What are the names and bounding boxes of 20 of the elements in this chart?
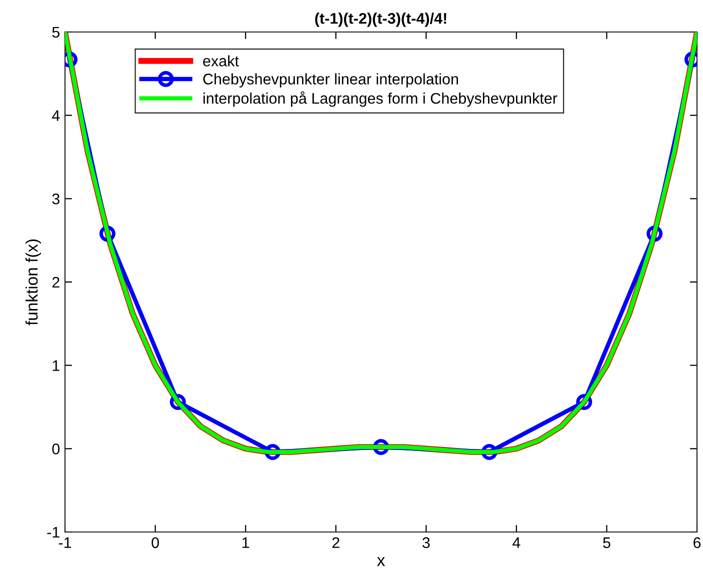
x-tick-label: 1 — [242, 537, 250, 548]
y-tick-label: -1 — [47, 527, 60, 538]
y-tick-label: 5 — [52, 27, 60, 38]
y-tick-label: 3 — [52, 194, 60, 204]
y-tick-label: 2 — [52, 276, 60, 288]
x-tick-label: 5 — [603, 537, 610, 548]
x-tick-label: 4 — [512, 537, 520, 548]
y-tick-label: 4 — [52, 110, 60, 121]
x-tick-label: 6 — [694, 537, 701, 548]
legend-label: exakt — [203, 55, 239, 66]
legend-label: interpolation på Lagranges form i Chebyshevpunkter — [203, 91, 558, 107]
y-tick-label: 0 — [52, 444, 60, 454]
y-axis-title: funktion f(x) — [25, 239, 41, 326]
x-tick-label: 2 — [332, 537, 340, 548]
x-axis-title: x — [377, 557, 385, 566]
y-tick-label: 1 — [52, 360, 60, 371]
x-tick-label: 0 — [152, 537, 159, 548]
chart-title: (t-1)(t-2)(t-3)(t-4)/4! — [315, 12, 446, 27]
legend-label: Chebyshevpunkter linear interpolation — [203, 73, 458, 88]
x-tick-label: 3 — [422, 537, 430, 548]
